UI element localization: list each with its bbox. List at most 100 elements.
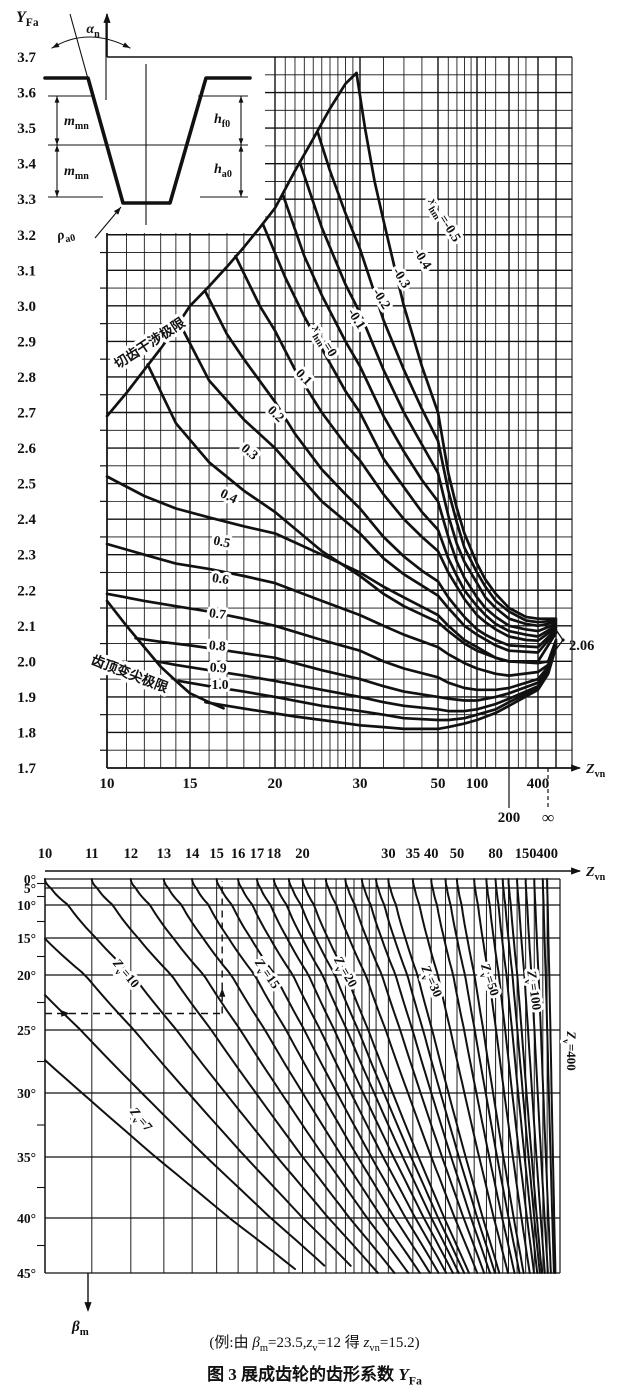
svg-text:Zvn: Zvn bbox=[585, 762, 606, 780]
bottom-curves bbox=[44, 878, 557, 1274]
svg-text:5°: 5° bbox=[24, 881, 36, 896]
svg-text:18: 18 bbox=[267, 846, 282, 862]
svg-text:11: 11 bbox=[85, 846, 99, 862]
svg-text:Zv=7: Zv=7 bbox=[123, 1103, 156, 1137]
svg-text:10: 10 bbox=[100, 776, 115, 792]
top-grid bbox=[100, 56, 573, 769]
svg-text:mmn: mmn bbox=[64, 164, 89, 182]
tool-profile-inset: αn mmn mmn hf0 ha0 ρa0 bbox=[43, 13, 265, 247]
svg-text:0.6: 0.6 bbox=[211, 570, 230, 587]
svg-text:50: 50 bbox=[431, 776, 446, 792]
svg-text:0.2: 0.2 bbox=[265, 403, 288, 426]
svg-text:2.06: 2.06 bbox=[569, 638, 594, 654]
svg-text:10: 10 bbox=[38, 846, 53, 862]
svg-text:1.9: 1.9 bbox=[17, 690, 36, 706]
svg-text:3.0: 3.0 bbox=[17, 299, 36, 315]
svg-text:17: 17 bbox=[250, 846, 265, 862]
svg-text:3.3: 3.3 bbox=[17, 192, 36, 208]
svg-text:Zv=400: Zv=400 bbox=[560, 1030, 579, 1071]
svg-text:13: 13 bbox=[157, 846, 172, 862]
top-curve-labels: 切齿干涉极限齿顶变尖极限xhm=-0.5-0.4-0.3-0.2-0.1xhm=… bbox=[86, 191, 468, 699]
svg-text:αn: αn bbox=[86, 22, 100, 40]
svg-text:2.2: 2.2 bbox=[17, 583, 36, 599]
svg-text:2.6: 2.6 bbox=[17, 441, 36, 457]
svg-text:2.3: 2.3 bbox=[17, 548, 36, 564]
svg-text:mmn: mmn bbox=[64, 114, 89, 132]
svg-text:2.9: 2.9 bbox=[17, 334, 36, 350]
svg-text:16: 16 bbox=[231, 846, 246, 862]
svg-text:0.8: 0.8 bbox=[208, 637, 226, 653]
svg-text:1.7: 1.7 bbox=[17, 761, 36, 777]
svg-text:2.8: 2.8 bbox=[17, 370, 36, 386]
svg-text:ha0: ha0 bbox=[214, 162, 232, 180]
svg-text:Zv=20: Zv=20 bbox=[327, 953, 360, 992]
svg-text:1.8: 1.8 bbox=[17, 725, 36, 741]
svg-text:20°: 20° bbox=[17, 968, 36, 983]
svg-text:3.2: 3.2 bbox=[17, 228, 36, 244]
svg-text:0.1: 0.1 bbox=[293, 366, 316, 389]
svg-text:40°: 40° bbox=[17, 1211, 36, 1226]
svg-text:2.4: 2.4 bbox=[17, 512, 36, 528]
svg-text:-0.4: -0.4 bbox=[411, 246, 435, 272]
top-axes: YFa Zvn 3.7 3.6 3.5 3.4 3.3 3.2 3.1 3.0 2.9 2.8 2.7 2… bbox=[16, 9, 606, 827]
svg-text:12: 12 bbox=[124, 846, 139, 862]
svg-text:1.0: 1.0 bbox=[212, 677, 229, 692]
example-annotation bbox=[45, 881, 226, 1017]
svg-text:20: 20 bbox=[295, 846, 310, 862]
svg-text:3.5: 3.5 bbox=[17, 121, 36, 137]
svg-text:100: 100 bbox=[466, 776, 489, 792]
svg-text:Zv=10: Zv=10 bbox=[106, 955, 142, 993]
svg-text:2.5: 2.5 bbox=[17, 477, 36, 493]
svg-text:25°: 25° bbox=[17, 1023, 36, 1038]
top-chart: αn mmn mmn hf0 ha0 ρa0 YFa Zvn 3.7 3.6 3.5 3.4 3.3 3.… bbox=[16, 9, 606, 827]
figure-title: 图 3 展成齿轮的齿形系数 YFa bbox=[207, 1365, 422, 1388]
svg-text:30°: 30° bbox=[17, 1086, 36, 1101]
svg-text:400: 400 bbox=[536, 846, 558, 862]
svg-text:齿顶变尖极限: 齿顶变尖极限 bbox=[89, 651, 171, 695]
svg-text:2.1: 2.1 bbox=[17, 619, 36, 635]
example-caption: (例:由 βm=23.5,zv=12 得 zvn=15.2) bbox=[209, 1335, 420, 1354]
svg-text:0.7: 0.7 bbox=[208, 605, 227, 622]
svg-text:2.7: 2.7 bbox=[17, 406, 36, 422]
svg-text:200: 200 bbox=[498, 810, 521, 826]
svg-text:3.1: 3.1 bbox=[17, 263, 36, 279]
svg-text:15: 15 bbox=[209, 846, 224, 862]
svg-text:YFa: YFa bbox=[16, 9, 39, 29]
svg-text:ρa0: ρa0 bbox=[55, 226, 77, 247]
svg-text:35°: 35° bbox=[17, 1150, 36, 1165]
svg-text:Zvn: Zvn bbox=[585, 865, 606, 883]
svg-text:45°: 45° bbox=[17, 1266, 36, 1281]
svg-text:∞: ∞ bbox=[542, 808, 554, 827]
svg-text:30: 30 bbox=[381, 846, 396, 862]
svg-text:-0.3: -0.3 bbox=[390, 265, 414, 291]
svg-text:80: 80 bbox=[488, 846, 503, 862]
svg-text:14: 14 bbox=[185, 846, 200, 862]
svg-text:0.9: 0.9 bbox=[209, 660, 227, 676]
svg-text:3.7: 3.7 bbox=[17, 50, 36, 66]
svg-text:15: 15 bbox=[183, 776, 198, 792]
svg-text:400: 400 bbox=[527, 776, 550, 792]
svg-text:20: 20 bbox=[268, 776, 283, 792]
svg-text:3.6: 3.6 bbox=[17, 86, 36, 102]
bottom-axes: Zvn 10 11 12 13 14 15 16 17 18 20 30 35 40 50 80 150 400 0… bbox=[17, 846, 606, 1338]
svg-text:10°: 10° bbox=[17, 898, 36, 913]
svg-text:hf0: hf0 bbox=[214, 112, 230, 130]
svg-text:2.0: 2.0 bbox=[17, 654, 36, 670]
bottom-chart: Zvn 10 11 12 13 14 15 16 17 18 20 30 35 40 50 80 150 400 0… bbox=[17, 846, 606, 1338]
svg-text:βm: βm bbox=[71, 1319, 89, 1338]
svg-text:3.4: 3.4 bbox=[17, 157, 36, 173]
svg-text:35: 35 bbox=[406, 846, 421, 862]
top-curves: 2.06 bbox=[105, 71, 594, 731]
svg-text:40: 40 bbox=[424, 846, 439, 862]
svg-text:0.4: 0.4 bbox=[218, 486, 240, 507]
svg-text:30: 30 bbox=[353, 776, 368, 792]
svg-text:50: 50 bbox=[450, 846, 465, 862]
svg-text:15°: 15° bbox=[17, 931, 36, 946]
svg-text:xhm=-0.5: xhm=-0.5 bbox=[421, 194, 464, 247]
svg-text:0.5: 0.5 bbox=[212, 533, 232, 551]
svg-text:150: 150 bbox=[515, 846, 537, 862]
svg-text:0°: 0° bbox=[24, 872, 36, 887]
svg-text:0.3: 0.3 bbox=[239, 440, 262, 462]
